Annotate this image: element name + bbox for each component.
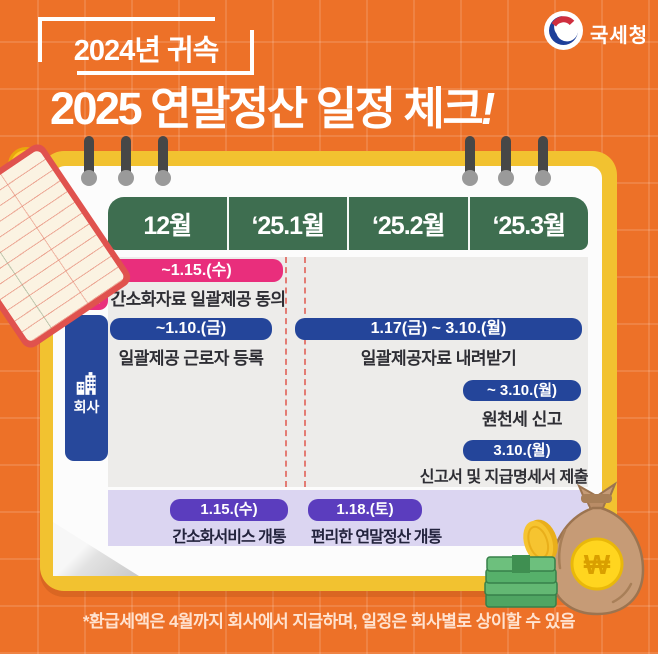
service-simplified-label: 간소화서비스 개통 [172,529,286,546]
event-label-submit: 신고서 및 지급명세서 제출 [419,469,589,486]
year-badge-label: 2024년 귀속 [73,35,220,67]
binder-peg [535,136,551,186]
service-open-band: 1.15.(수) 1.18.(토) 간소화서비스 개통 편리한 연말정산 개통 [108,490,588,546]
binder-peg [462,136,478,186]
binder-peg [155,136,171,186]
event-bar-consent-date: ~1.15.(수) [110,259,283,282]
year-badge: 2024년 귀속 [38,17,255,75]
event-label-download: 일괄제공자료 내려받기 [360,349,517,368]
date-divider-jan15 [285,257,287,487]
event-bar-withholding-date: ~ 3.10.(월) [463,380,581,401]
month-header: 12월 ‘25.1월 ‘25.2월 ‘25.3월 [108,197,588,250]
binder-peg [118,136,134,186]
gold-coin-icon [523,519,558,564]
svg-text:₩: ₩ [584,549,611,580]
binder-peg [498,136,514,186]
footnote: *환급세액은 4월까지 회사에서 지급하며, 일정은 회사별로 상이할 수 있음 [82,612,576,631]
event-label-register: 일괄제공 근로자 등록 [118,349,264,368]
date-divider-jan17 [304,257,306,487]
page-title: 2025 연말정산 일정 체크! [50,83,499,134]
event-label-consent: 간소화자료 일괄제공 동의 [110,290,287,309]
banknotes-icon [484,555,558,608]
calendar-card: 12월 ‘25.1월 ‘25.2월 ‘25.3월 근로자 [53,166,602,576]
event-bar-register-date: ~1.10.(금) [110,318,272,340]
company-label: 회사 [73,399,100,415]
service-convenient-date: 1.18.(토) [308,499,422,521]
row-label-company: 회사 [65,315,108,461]
government-emblem-icon [544,11,583,50]
company-icon [76,372,96,395]
month-mar: ‘25.3월 [467,197,589,250]
event-label-withholding: 원천세 신고 [482,410,562,429]
service-simplified-date: 1.15.(수) [170,499,288,521]
nts-logo: 국세청 [543,10,653,52]
service-convenient-label: 편리한 연말정산 개통 [310,529,442,546]
month-dec: 12월 [143,211,192,240]
binder-peg [81,136,97,186]
event-bar-download-date: 1.17(금) ~ 3.10.(월) [295,318,582,340]
logo-text: 국세청 [590,25,649,47]
event-bar-submit-date: 3.10.(월) [463,440,581,461]
month-feb: ‘25.2월 [347,197,468,250]
month-jan: ‘25.1월 [226,197,348,250]
